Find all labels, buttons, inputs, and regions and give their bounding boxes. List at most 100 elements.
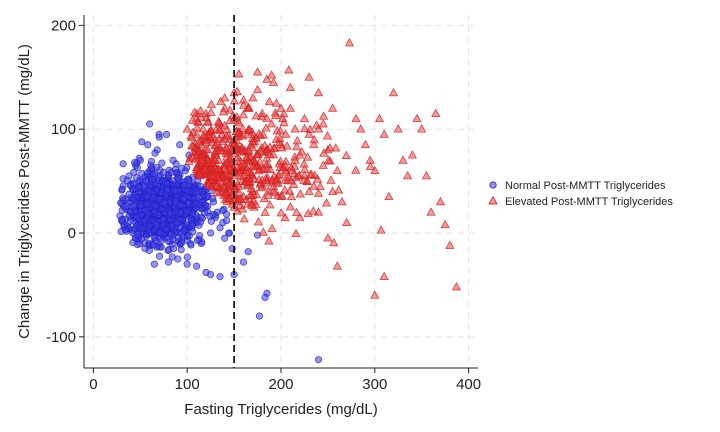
data-point-elevated [220,163,230,172]
data-point-normal [144,200,152,208]
data-point-elevated [248,136,258,145]
data-point-normal [314,356,323,364]
data-point-elevated [206,124,216,134]
data-point-elevated [206,99,217,108]
data-point-elevated [309,181,319,190]
data-point-elevated [263,190,273,199]
data-point-normal [140,239,149,247]
data-point-normal [155,252,164,260]
y-tick-label: 100 [51,121,76,138]
data-point-elevated [291,207,302,216]
data-point-elevated [212,188,222,197]
data-point-elevated [208,158,218,167]
data-point-normal [192,262,201,270]
data-point-normal [176,141,184,149]
data-point-elevated [306,169,317,178]
data-point-normal [138,138,146,146]
data-point-elevated [344,38,355,47]
data-point-elevated [295,189,306,198]
data-point-elevated [421,170,432,180]
data-point-elevated [276,208,286,217]
data-point-normal [129,195,137,203]
data-point-elevated [285,82,296,92]
data-point-normal [143,193,152,201]
data-point-elevated [291,228,301,238]
data-point-normal [183,253,191,261]
data-point-elevated [222,158,232,167]
data-point-elevated [311,120,322,129]
data-point-normal [187,241,195,249]
data-point-elevated [225,105,235,114]
data-point-elevated [318,111,329,120]
data-point-elevated [203,154,213,164]
data-point-normal [169,245,178,253]
data-point-normal [151,149,159,157]
data-point-normal [121,226,129,234]
data-point-elevated [417,124,427,133]
data-point-elevated [275,133,285,143]
data-point-elevated [299,113,310,123]
data-point-elevated [254,174,264,183]
data-point-normal [207,270,215,279]
data-point-normal [158,159,166,167]
data-point-elevated [241,152,252,161]
data-point-elevated [233,127,244,137]
data-point-elevated [309,134,319,144]
data-point-elevated [252,84,263,94]
data-point-normal [150,241,158,249]
data-point-elevated [291,142,302,151]
data-point-elevated [282,141,292,150]
data-point-elevated [254,165,264,175]
data-point-elevated [451,281,462,291]
data-point-elevated [271,110,281,120]
data-point-elevated [265,142,275,151]
x-tick-label: 400 [456,376,481,393]
data-point-elevated [305,124,315,133]
data-point-elevated [290,124,300,133]
data-point-elevated [203,144,213,154]
data-point-elevated [299,175,309,184]
data-point-elevated [329,237,339,247]
data-point-elevated [187,152,197,161]
data-point-elevated [262,178,273,187]
data-point-normal [178,239,186,247]
data-point-elevated [295,212,305,221]
data-point-elevated [204,179,215,188]
data-point-elevated [412,113,422,123]
data-point-elevated [388,87,399,97]
data-point-normal [171,208,179,216]
data-point-normal [219,206,227,215]
data-point-elevated [235,194,245,203]
data-point-elevated [313,188,324,197]
data-point-normal [180,226,188,234]
data-points [116,38,462,364]
y-tick-label: 0 [68,225,76,242]
data-point-normal [126,208,134,216]
data-point-elevated [265,200,275,209]
data-point-elevated [214,134,224,143]
data-point-normal [159,168,167,176]
data-point-elevated [370,290,380,299]
data-point-elevated [321,198,332,207]
data-point-elevated [325,143,335,152]
data-point-normal [122,202,130,210]
data-point-elevated [376,225,386,234]
data-point-elevated [261,123,271,132]
x-tick-label: 0 [89,376,97,393]
data-point-normal [177,246,185,254]
legend-marker-normal [489,181,497,189]
data-point-elevated [210,148,220,157]
data-point-elevated [248,162,258,171]
data-point-normal [149,194,158,202]
data-point-normal [154,211,163,219]
data-point-normal [125,190,133,198]
data-point-normal [196,231,204,240]
data-point-normal [201,201,209,209]
data-point-elevated [302,152,313,161]
data-point-normal [163,186,171,194]
data-point-elevated [331,143,341,152]
data-point-elevated [262,153,272,162]
y-tick-label: 200 [51,17,76,34]
